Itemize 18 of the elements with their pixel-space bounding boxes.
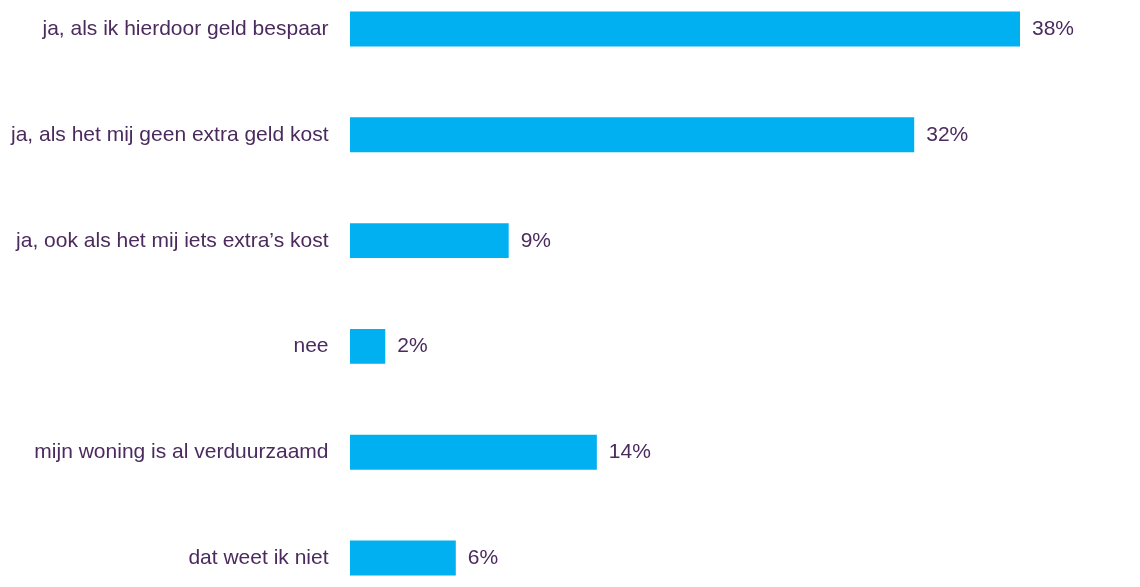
bar	[350, 434, 597, 470]
data-label: 2%	[397, 333, 428, 357]
y-tick-label: nee	[293, 333, 329, 357]
bar	[350, 117, 915, 153]
bar	[350, 328, 386, 364]
data-label: 38%	[1032, 16, 1075, 40]
data-label: 9%	[520, 227, 552, 251]
y-tick-label: mijn woning is al verduurzaamd	[34, 439, 329, 463]
y-tick-label: ja, ook als het mij iets extra’s kost	[15, 227, 329, 251]
data-label: 6%	[467, 544, 499, 568]
data-label: 14%	[608, 439, 651, 463]
bar	[350, 11, 1020, 47]
y-tick-label: ja, als het mij geen extra geld kost	[9, 121, 329, 145]
bar	[350, 540, 456, 576]
bar	[350, 223, 509, 259]
y-tick-label: dat weet ik niet	[188, 544, 329, 568]
data-label: 32%	[926, 121, 969, 145]
y-tick-label: ja, als ik hierdoor geld bespaar	[41, 16, 329, 40]
